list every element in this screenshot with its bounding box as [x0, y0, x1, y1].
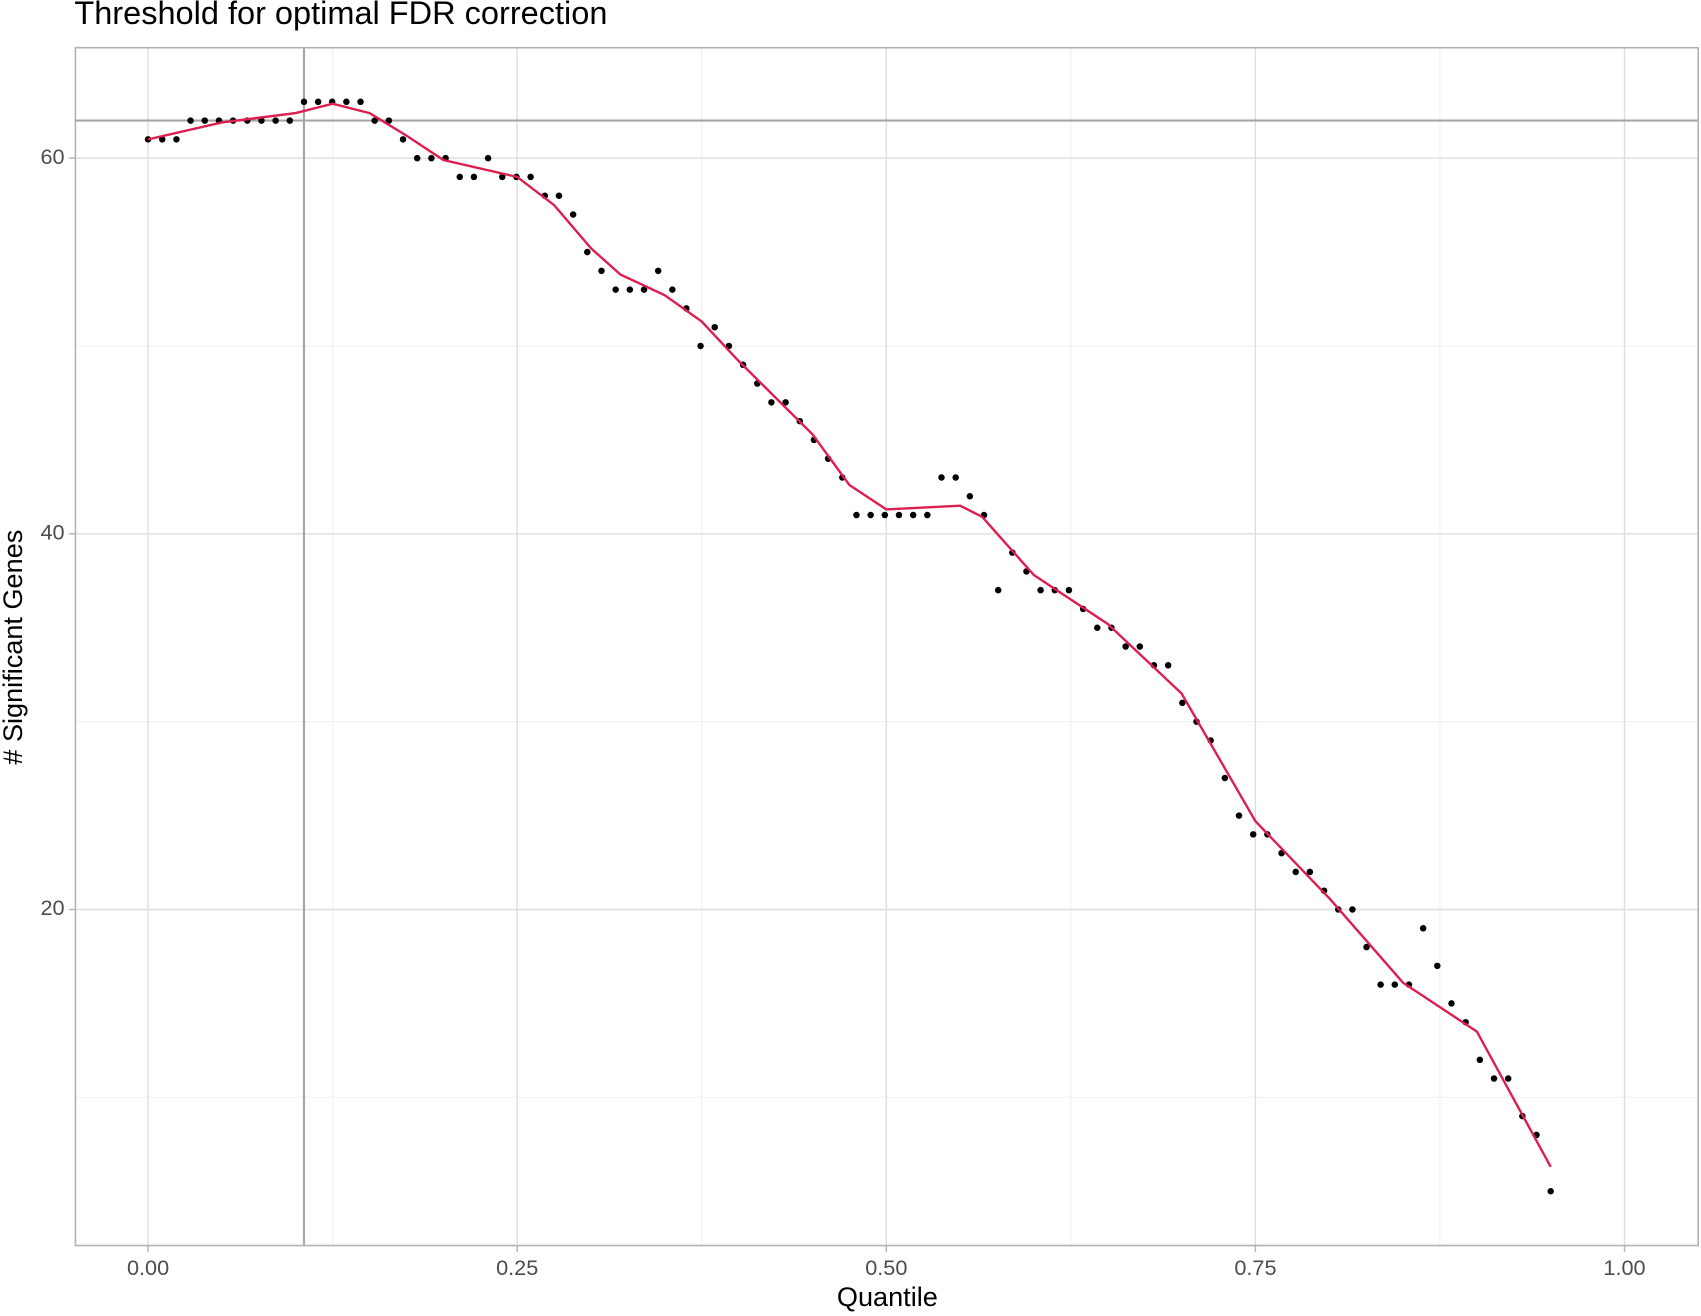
chart-title: Threshold for optimal FDR correction — [74, 0, 607, 31]
data-point — [612, 286, 619, 293]
data-point — [1292, 868, 1299, 876]
data-point — [711, 323, 718, 331]
data-point — [924, 511, 931, 519]
data-point — [470, 173, 478, 181]
data-point — [300, 98, 308, 106]
smooth-line — [147, 102, 1552, 1168]
data-point — [1419, 925, 1427, 932]
data-point — [187, 117, 194, 124]
data-point — [158, 136, 166, 143]
data-point — [584, 248, 591, 256]
data-point — [413, 154, 421, 162]
data-point — [669, 286, 676, 293]
x-axis-label: Quantile — [837, 1281, 938, 1312]
data-point — [952, 474, 959, 481]
data-point — [1434, 962, 1441, 970]
data-point — [428, 154, 435, 162]
data-point — [1065, 586, 1073, 594]
data-point — [1122, 643, 1129, 650]
data-point — [1490, 1075, 1498, 1082]
data-point — [1136, 643, 1144, 650]
data-point — [555, 192, 563, 199]
data-point — [499, 173, 506, 181]
data-point — [1235, 812, 1243, 819]
data-point — [1391, 981, 1399, 988]
data-point — [1547, 1188, 1554, 1195]
data-point — [484, 154, 492, 162]
data-point — [1363, 943, 1370, 951]
data-point — [697, 342, 704, 350]
data-point — [994, 586, 1002, 594]
data-point — [527, 173, 534, 181]
data-point — [1221, 774, 1229, 782]
data-point — [1349, 906, 1356, 913]
data-point — [626, 286, 634, 293]
x-tick-label: 0.25 — [496, 1255, 538, 1280]
y-axis-label: # Significant Genes — [0, 530, 28, 765]
panel-border — [74, 46, 1700, 1247]
x-tick-label: 0.00 — [127, 1255, 169, 1280]
data-point — [1476, 1056, 1484, 1064]
data-point — [909, 511, 917, 519]
data-point — [343, 98, 350, 106]
data-point — [357, 98, 364, 106]
data-point — [966, 493, 974, 500]
data-point — [173, 136, 180, 143]
data-point — [881, 511, 889, 519]
data-point — [938, 474, 945, 481]
data-point — [1037, 586, 1044, 594]
data-point — [853, 511, 860, 519]
data-point — [867, 511, 874, 519]
data-point — [371, 117, 378, 124]
data-point — [1164, 662, 1172, 669]
data-point — [1448, 1000, 1455, 1007]
data-point — [598, 267, 605, 275]
data-point — [286, 117, 294, 124]
y-tick-label: 40 — [40, 520, 64, 545]
data-point — [1249, 831, 1257, 838]
data-point — [782, 399, 789, 406]
data-point — [399, 136, 407, 143]
data-point — [1094, 624, 1101, 631]
data-point — [895, 511, 903, 519]
data-point — [456, 173, 464, 181]
data-point — [569, 211, 577, 218]
data-point — [258, 117, 265, 124]
x-tick-label: 1.00 — [1603, 1255, 1645, 1280]
data-point — [314, 98, 322, 106]
data-point — [272, 117, 279, 124]
data-point — [640, 286, 648, 293]
data-point — [385, 117, 393, 124]
data-point — [201, 117, 209, 124]
data-point — [1179, 699, 1186, 707]
y-tick-label: 20 — [40, 895, 64, 920]
data-point — [1504, 1075, 1512, 1082]
data-point — [1306, 868, 1314, 876]
data-point — [768, 399, 775, 406]
data-point — [1377, 981, 1384, 988]
x-tick-label: 0.75 — [1234, 1255, 1276, 1280]
x-tick-label: 0.50 — [865, 1255, 907, 1280]
y-tick-label: 60 — [40, 144, 64, 169]
data-point — [654, 267, 662, 275]
